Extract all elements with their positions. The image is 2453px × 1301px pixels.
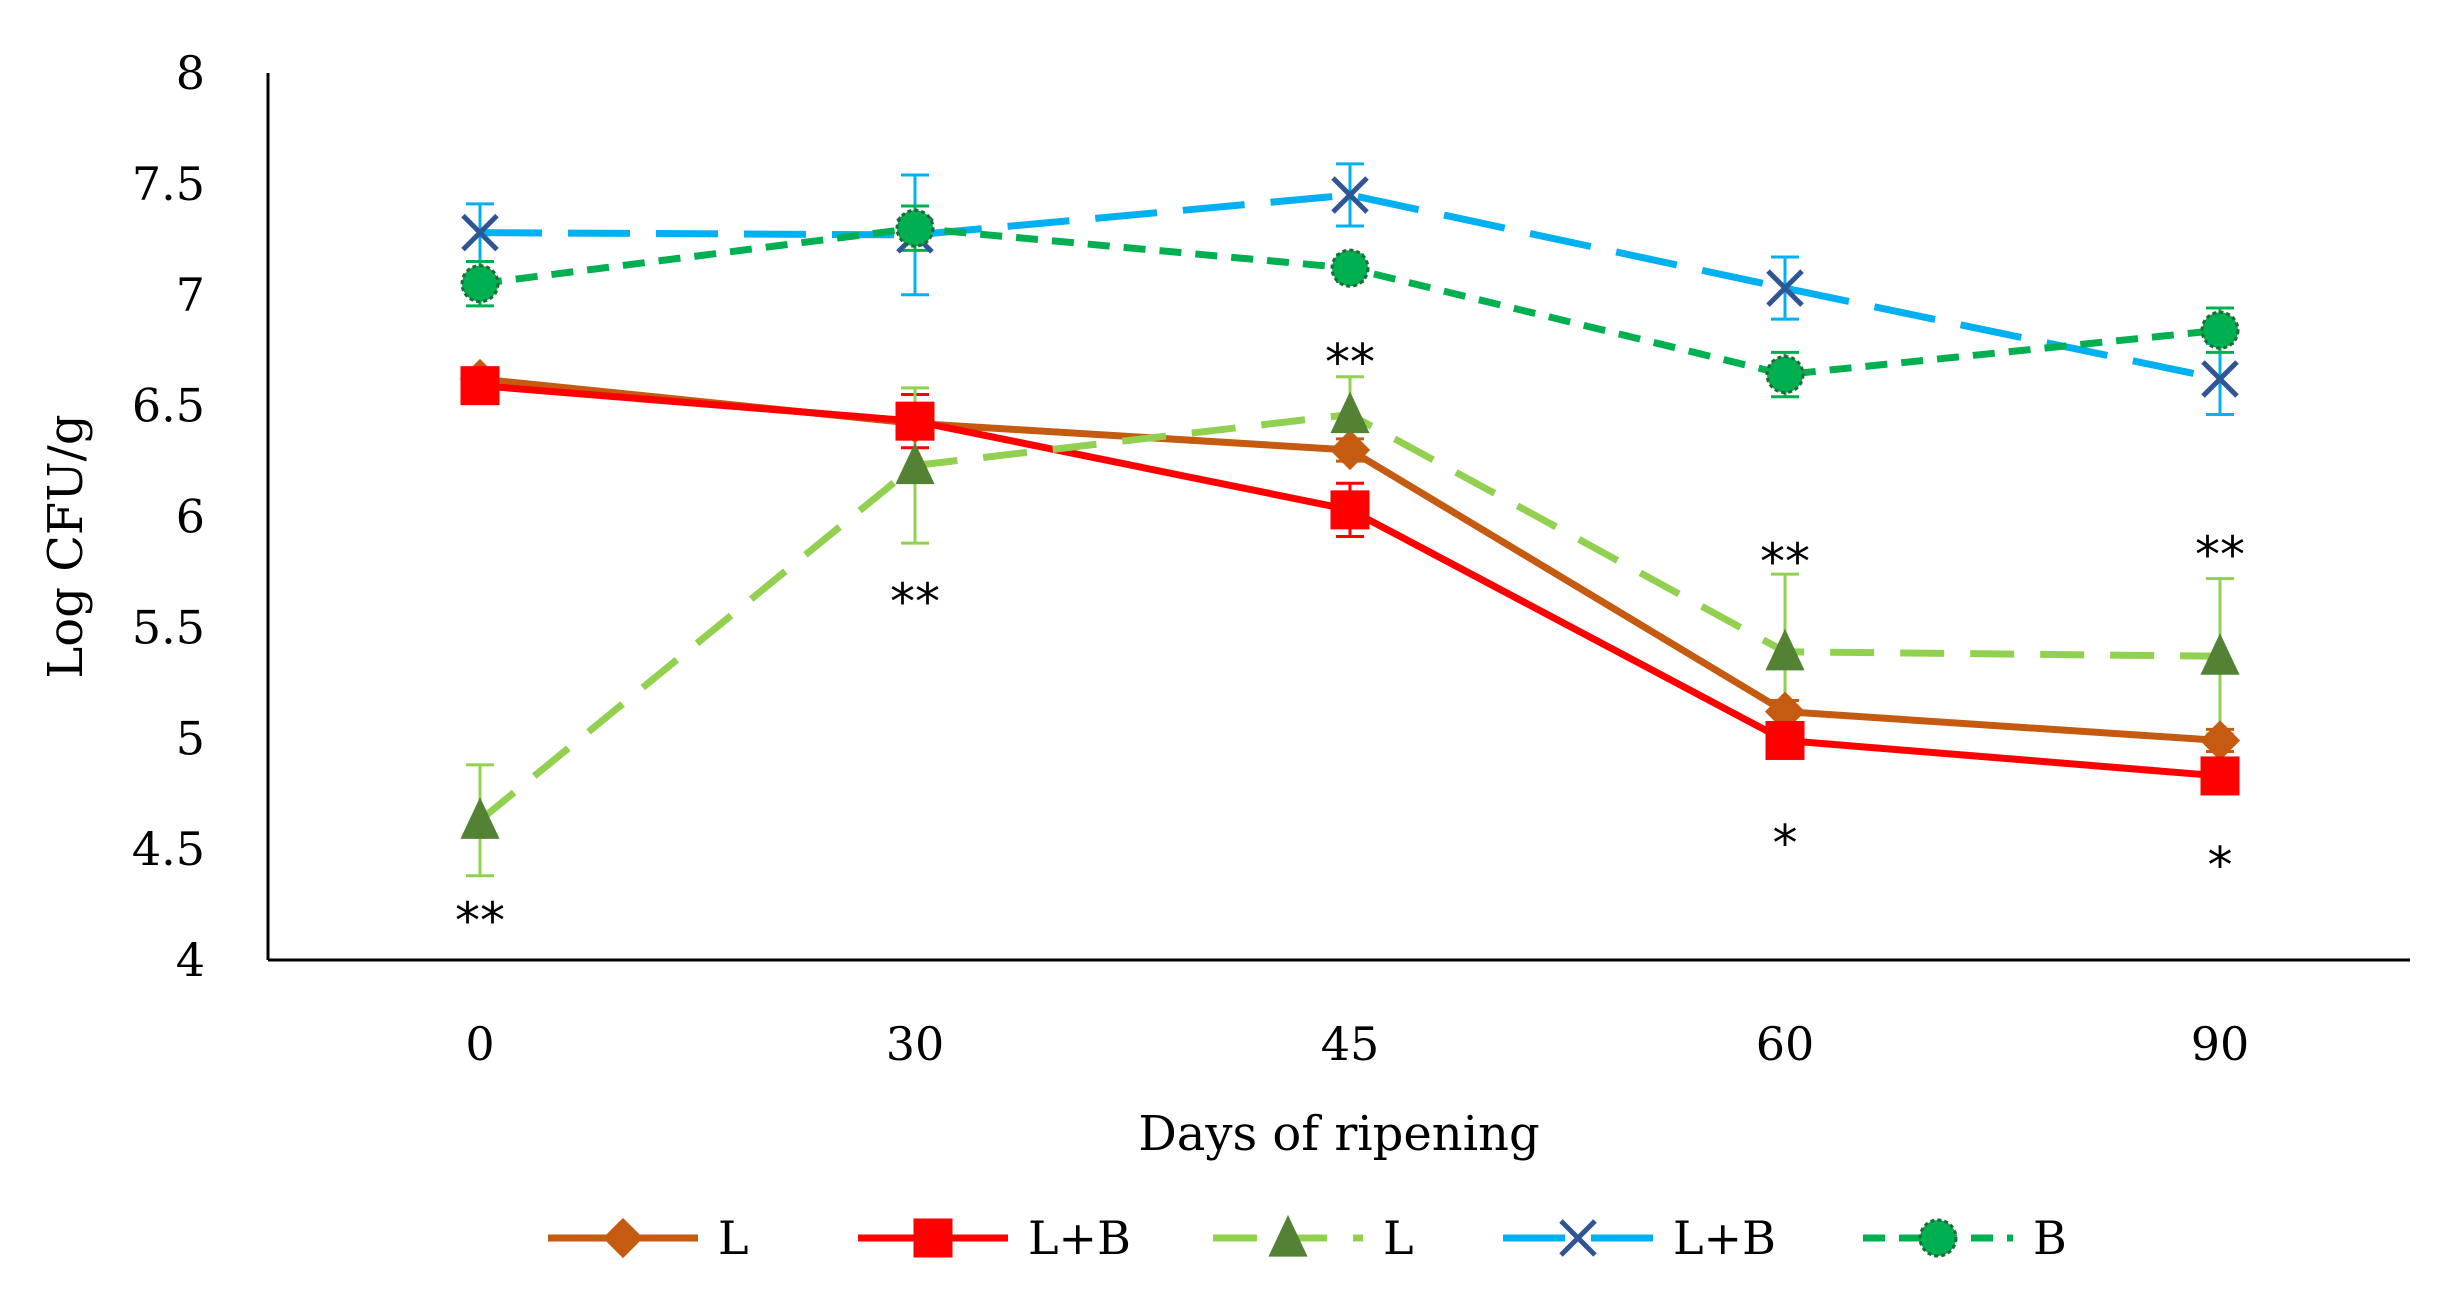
data-point [460, 264, 500, 304]
axes: 4 4.5 5 5.5 6 6.5 7 7.5 8 0 30 45 60 90 Days of ripeni… [38, 46, 2410, 1162]
data-point [1330, 490, 1370, 530]
data-point [895, 401, 935, 441]
legend-marker [602, 1217, 644, 1259]
significance-label: ** [2195, 526, 2245, 584]
data-point [460, 366, 500, 406]
x-tick-label: 60 [1756, 1017, 1815, 1071]
series-markers [459, 176, 2241, 839]
significance-label: ** [890, 573, 940, 631]
legend-entry: L [1213, 1211, 1414, 1265]
y-tick-label: 5.5 [132, 600, 205, 654]
legend-marker [1559, 1219, 1597, 1257]
data-point [1330, 248, 1370, 288]
y-tick-label: 7.5 [132, 157, 205, 211]
legend-entry: L [548, 1211, 749, 1265]
data-point [1330, 391, 1370, 434]
y-tick-label: 7 [176, 268, 205, 322]
legend: L L+B L L+B B [548, 1211, 2067, 1265]
legend-label: L+B [1673, 1211, 1776, 1265]
x-tick-label: 90 [2191, 1017, 2250, 1071]
data-point [2200, 633, 2240, 675]
significance-annotations: ************ [455, 333, 2245, 950]
series-line [477, 410, 2221, 824]
y-tick-label: 8 [176, 46, 205, 100]
data-point [1329, 429, 1371, 471]
x-tick-label: 30 [886, 1017, 945, 1071]
data-point [1765, 628, 1805, 671]
y-tick-label: 4.5 [132, 822, 205, 876]
y-tick-label: 4 [176, 933, 205, 987]
legend-label: L+B [1028, 1211, 1131, 1265]
x-tick-label: 45 [1321, 1017, 1380, 1071]
significance-label: * [2208, 837, 2233, 895]
legend-marker [913, 1218, 953, 1258]
data-point [2200, 310, 2240, 350]
series-line [479, 191, 2221, 383]
data-point [2199, 720, 2241, 761]
legend-label: L [1383, 1211, 1414, 1265]
significance-label: ** [1760, 533, 1810, 591]
significance-label: ** [1325, 333, 1375, 391]
data-point [1765, 355, 1805, 395]
legend-marker [1268, 1214, 1308, 1257]
data-point [1765, 720, 1805, 760]
legend-label: B [2033, 1211, 2067, 1265]
significance-label: ** [455, 892, 505, 950]
data-point [895, 442, 935, 485]
y-tick-label: 6 [176, 490, 205, 544]
significance-label: * [1773, 814, 1798, 872]
data-point [2200, 756, 2240, 796]
legend-marker [1918, 1218, 1958, 1258]
data-point [460, 797, 500, 839]
legend-label: L [718, 1211, 749, 1265]
x-tick-label: 0 [465, 1017, 494, 1071]
data-point [2201, 360, 2239, 398]
data-point [1331, 176, 1369, 214]
data-point [461, 213, 499, 252]
y-tick-label: 6.5 [132, 379, 205, 433]
y-axis-title: Log CFU/g [38, 414, 94, 678]
legend-entry: L+B [858, 1211, 1131, 1265]
x-axis-title: Days of ripening [1138, 1106, 1539, 1162]
legend-entry: B [1863, 1211, 2067, 1265]
legend-entry: L+B [1503, 1211, 1776, 1265]
y-tick-label: 5 [176, 711, 205, 765]
data-point [1766, 269, 1804, 307]
data-point [895, 208, 935, 248]
